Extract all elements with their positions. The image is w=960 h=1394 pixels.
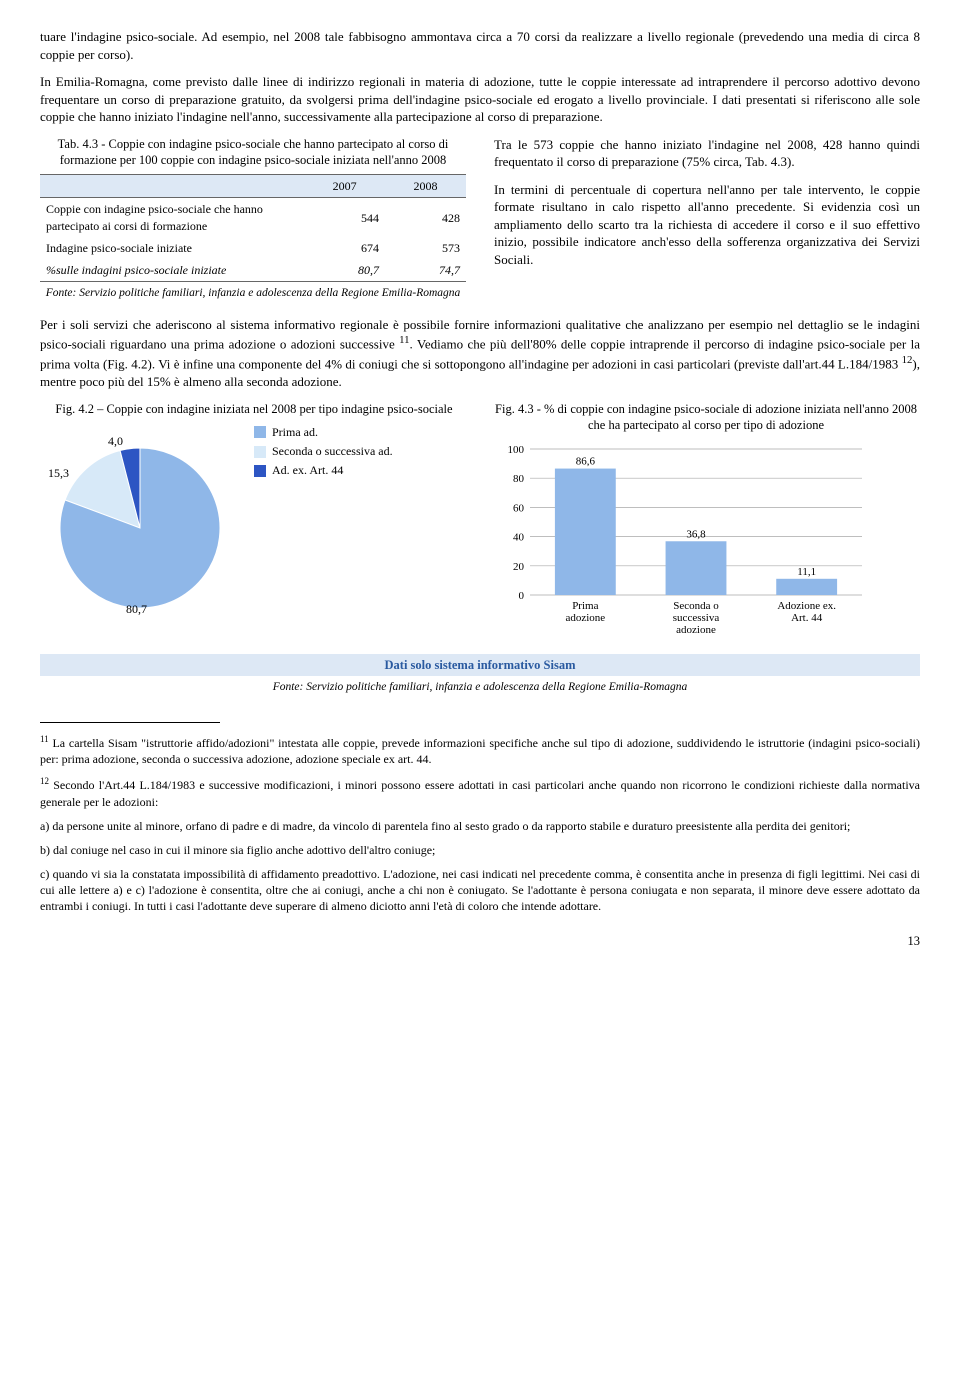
table-source: Fonte: Servizio politiche familiari, inf… [40,286,466,302]
cell: 428 [385,198,466,237]
footnote-12: 12 Secondo l'Art.44 L.184/1983 e success… [40,775,920,809]
page-number: 13 [40,933,920,950]
paragraph: tuare l'indagine psico-sociale. Ad esemp… [40,28,920,63]
table-4-3: 2007 2008 Coppie con indagine psico-soci… [40,174,466,282]
svg-text:adozione: adozione [565,612,605,624]
footnote-ref-12: 12 [902,354,913,366]
svg-text:Art. 44: Art. 44 [791,612,823,624]
row-label: Indagine psico-sociale iniziate [40,237,304,259]
svg-text:11,1: 11,1 [797,566,816,578]
svg-text:adozione: adozione [676,624,716,636]
pie-chart: 15,3 4,0 80,7 [40,423,240,623]
svg-text:60: 60 [513,502,525,514]
row-label: Coppie con indagine psico-sociale che ha… [40,198,304,237]
table-row: Indagine psico-sociale iniziate 674 573 [40,237,466,259]
fig-4-2: Fig. 4.2 – Coppie con indagine iniziata … [40,401,468,623]
svg-text:successiva: successiva [673,612,720,624]
cell: 544 [304,198,385,237]
figure-title: Fig. 4.3 - % di coppie con indagine psic… [492,401,920,434]
cell: 674 [304,237,385,259]
svg-text:86,6: 86,6 [576,456,596,468]
table-row: Coppie con indagine psico-sociale che ha… [40,198,466,237]
paragraph: In Emilia-Romagna, come previsto dalle l… [40,73,920,126]
row-label: %sulle indagini psico-sociale iniziate [40,259,304,282]
cell: 80,7 [304,259,385,282]
footnote-12b: b) dal coniuge nel caso in cui il minore… [40,842,920,858]
pie-legend: Prima ad. Seconda o successiva ad. Ad. e… [254,423,393,481]
paragraph: Per i soli servizi che aderiscono al sis… [40,316,920,391]
svg-text:36,8: 36,8 [686,528,706,540]
paragraph: Tra le 573 coppie che hanno iniziato l'i… [494,136,920,171]
legend-label: Ad. ex. Art. 44 [272,461,343,480]
th-2007: 2007 [304,175,385,198]
table-row: %sulle indagini psico-sociale iniziate 8… [40,259,466,282]
svg-text:0: 0 [519,590,525,602]
footnote-separator [40,722,220,723]
figure-title: Fig. 4.2 – Coppie con indagine iniziata … [40,401,468,417]
sisam-title-bar: Dati solo sistema informativo Sisam [40,654,920,677]
paragraph: In termini di percentuale di copertura n… [494,181,920,269]
footnote-11: 11 La cartella Sisam "istruttorie affido… [40,733,920,767]
th-blank [40,175,304,198]
legend-item: Ad. ex. Art. 44 [254,461,393,480]
table-title: Tab. 4.3 - Coppie con indagine psico-soc… [40,136,466,169]
svg-text:80: 80 [513,473,525,485]
legend-label: Prima ad. [272,423,318,442]
right-column: Tra le 573 coppie che hanno iniziato l'i… [494,136,920,302]
svg-text:40: 40 [513,532,525,544]
svg-text:Seconda o: Seconda o [673,600,719,612]
footnote-ref-11: 11 [399,334,409,346]
legend-item: Seconda o successiva ad. [254,442,393,461]
footnote-text: La cartella Sisam "istruttorie affido/ad… [40,736,920,766]
svg-text:Prima: Prima [572,600,598,612]
footnote-12c: c) quando vi sia la constatata impossibi… [40,866,920,915]
pie-label-prima: 80,7 [126,601,147,617]
fig-4-3: Fig. 4.3 - % di coppie con indagine psic… [492,401,920,644]
svg-text:100: 100 [508,444,525,456]
sisam-source: Fonte: Servizio politiche familiari, inf… [40,680,920,696]
cell: 74,7 [385,259,466,282]
bar-chart: 02040608010086,6Primaadozione36,8Seconda… [492,439,872,639]
legend-item: Prima ad. [254,423,393,442]
left-column: Tab. 4.3 - Coppie con indagine psico-soc… [40,136,466,302]
cell: 573 [385,237,466,259]
svg-text:20: 20 [513,561,525,573]
th-2008: 2008 [385,175,466,198]
svg-text:Adozione ex.: Adozione ex. [777,600,836,612]
pie-label-seconda: 15,3 [48,465,69,481]
legend-label: Seconda o successiva ad. [272,442,393,461]
footnote-text: Secondo l'Art.44 L.184/1983 e successive… [40,778,920,808]
footnote-12a: a) da persone unite al minore, orfano di… [40,818,920,834]
pie-label-art44: 4,0 [108,433,123,449]
